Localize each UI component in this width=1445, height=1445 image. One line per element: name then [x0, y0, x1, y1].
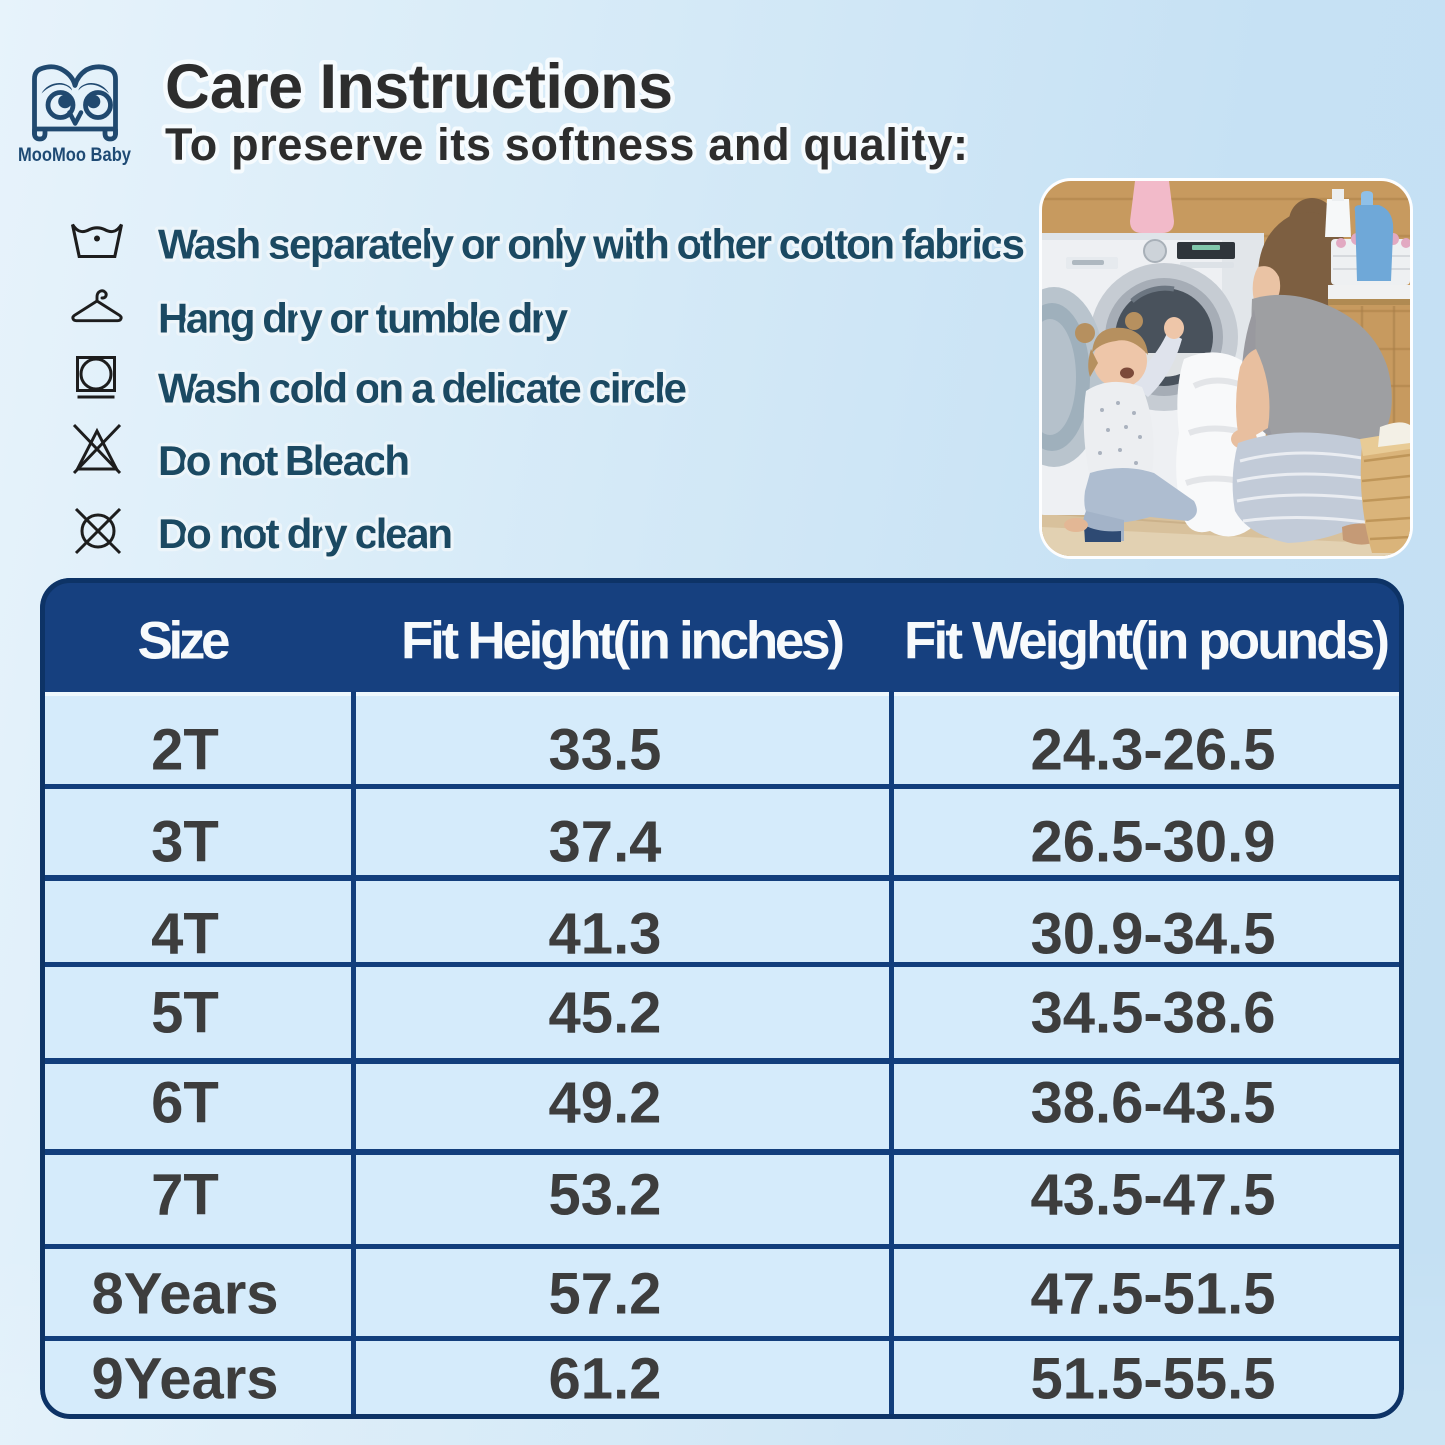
svg-text:To preserve its softness and q: To preserve its softness and quality:	[165, 119, 968, 170]
svg-text:Fit Height(in inches): Fit Height(in inches)	[401, 612, 845, 671]
svg-text:Wash separately or only with o: Wash separately or only with other cotto…	[158, 220, 1025, 267]
svg-text:Do not dry clean: Do not dry clean	[158, 510, 453, 557]
svg-text:Fit Weight(in pounds): Fit Weight(in pounds)	[904, 612, 1390, 671]
svg-text:Wash cold on a delicate circle: Wash cold on a delicate circle	[158, 364, 687, 411]
svg-text:Hang dry or tumble dry: Hang dry or tumble dry	[158, 294, 569, 341]
svg-text:Care Instructions: Care Instructions	[165, 52, 673, 122]
svg-text:MooMoo Baby: MooMoo Baby	[18, 144, 131, 166]
svg-text:Size: Size	[138, 612, 231, 671]
svg-text:Do not Bleach: Do not Bleach	[158, 437, 410, 484]
